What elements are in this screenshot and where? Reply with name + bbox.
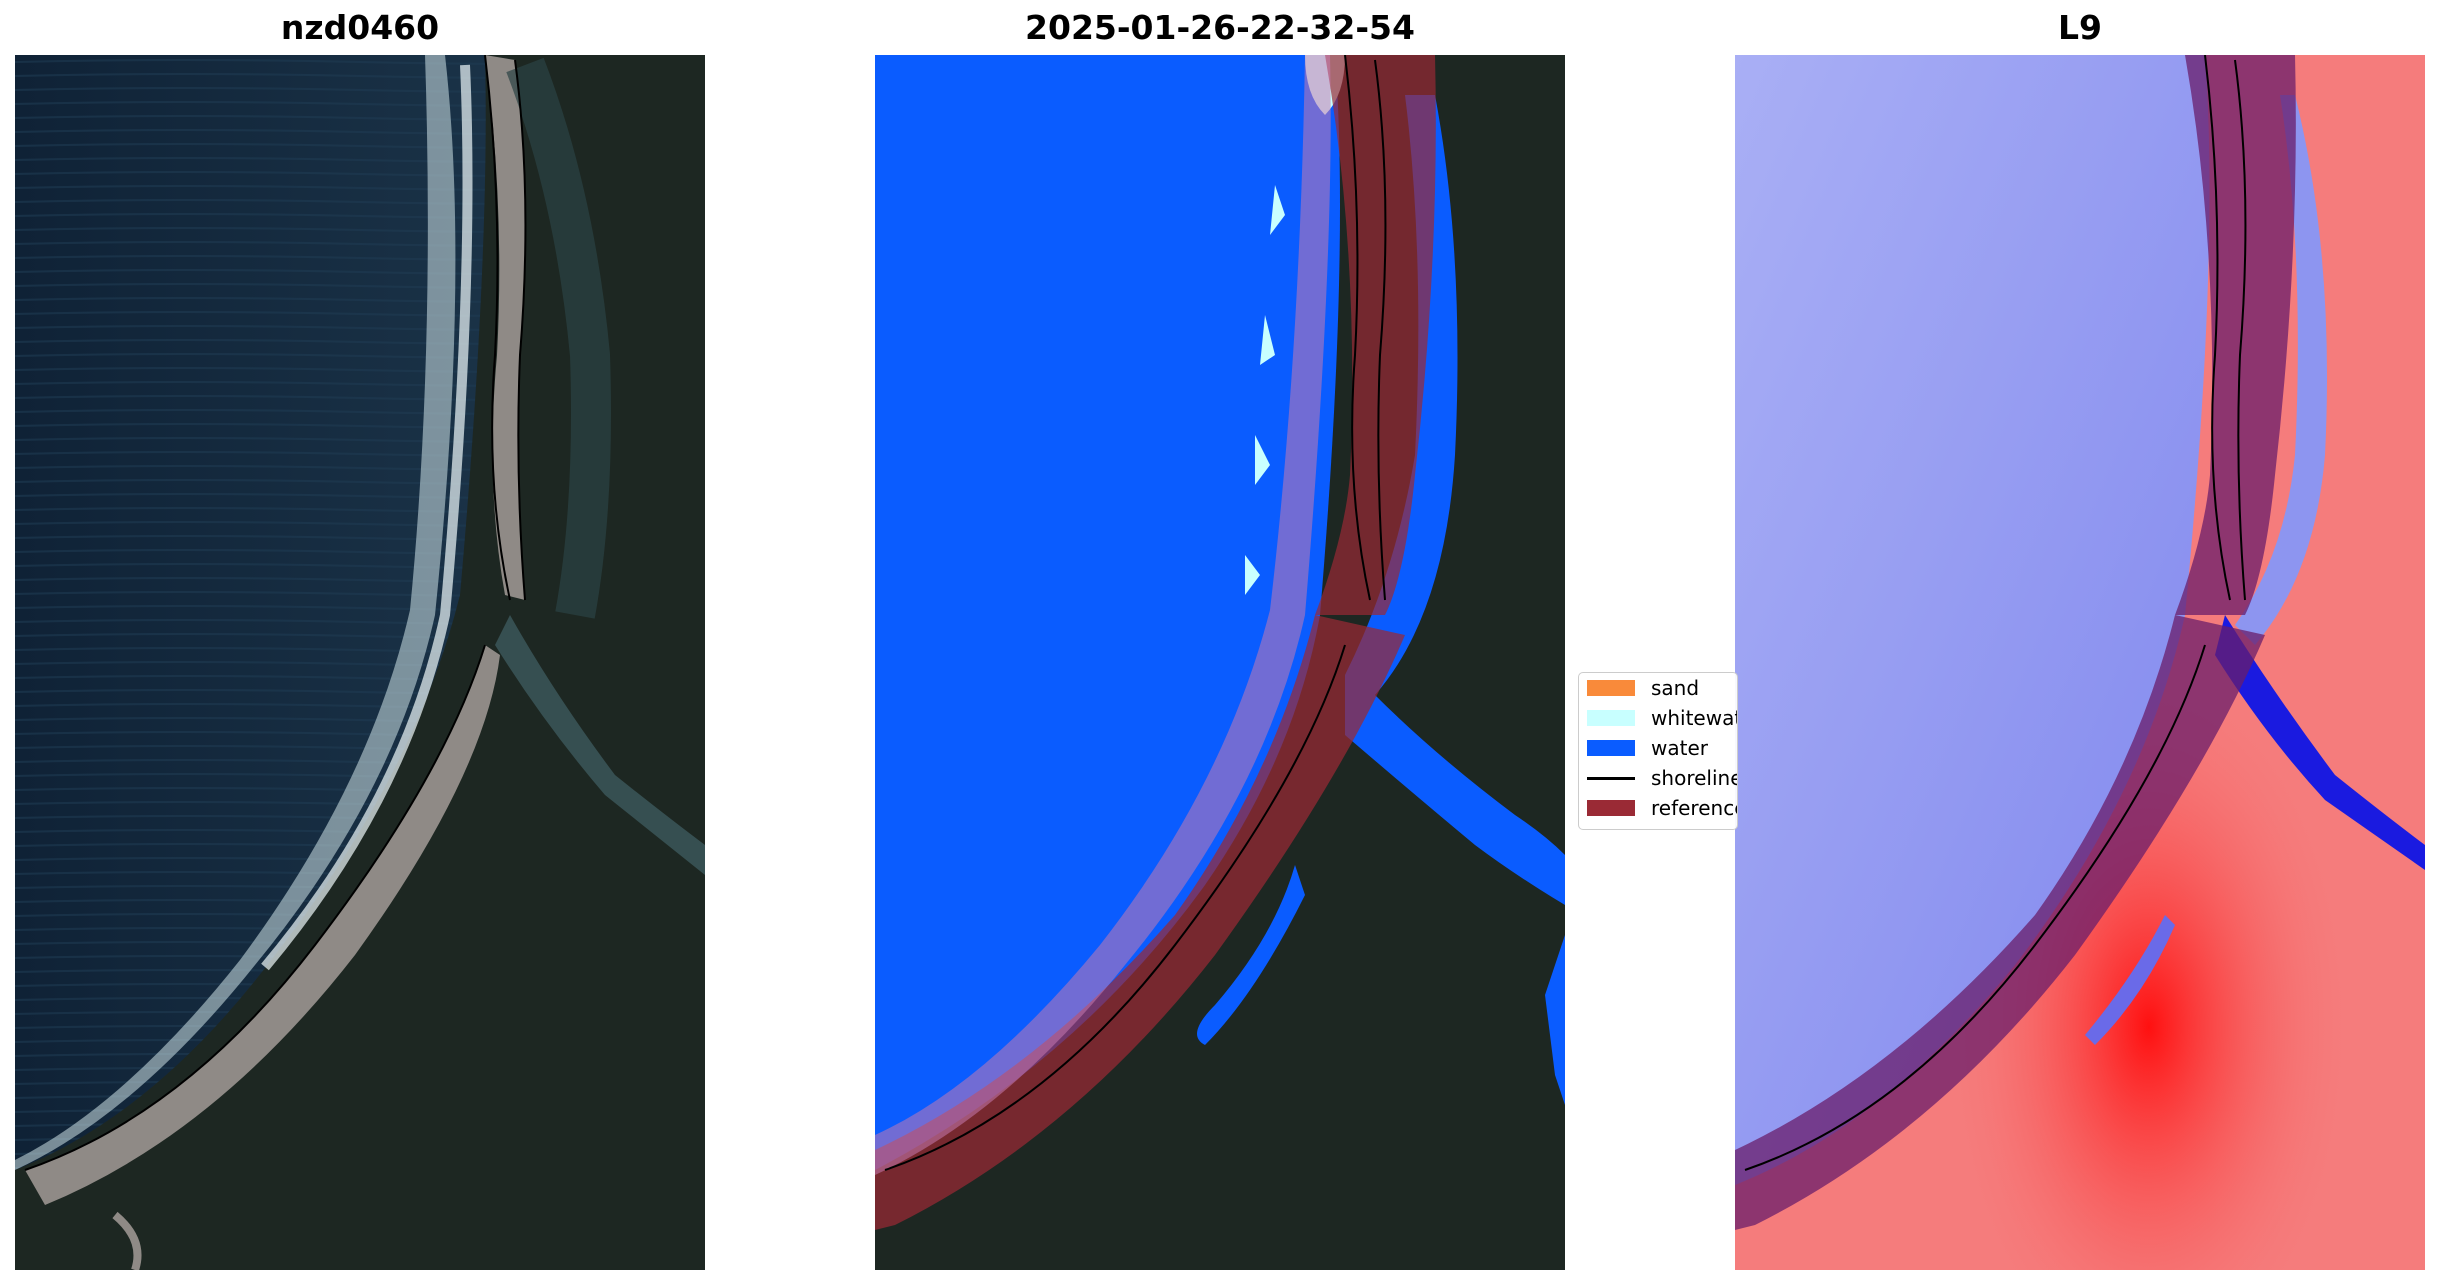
legend-label: whitewater	[1651, 706, 1737, 730]
legend-label: reference	[1651, 796, 1738, 820]
rgb-image-panel	[15, 55, 705, 1270]
shoreline	[884, 55, 1371, 1171]
shoreline	[1744, 55, 2231, 1171]
beach-sand-north	[485, 55, 526, 600]
shoreline	[24, 55, 511, 1171]
legend-label: shoreline	[1651, 766, 1738, 790]
legend-swatch-whitewater	[1587, 710, 1635, 726]
reference-buffer-south	[1735, 615, 2265, 1230]
panel-title-rgb: nzd0460	[280, 8, 440, 47]
legend-item-water: water	[1587, 735, 1708, 761]
panel-title-classification: 2025-01-26-22-32-54	[1025, 8, 1415, 47]
river-index	[2215, 615, 2425, 870]
water-class	[875, 55, 1340, 1170]
legend-label: sand	[1651, 676, 1700, 700]
index-map-panel	[1735, 55, 2425, 1270]
legend-item-whitewater: whitewater	[1587, 705, 1737, 731]
legend-label: water	[1651, 736, 1708, 760]
river-channel	[495, 615, 705, 875]
legend-item-sand: sand	[1587, 675, 1699, 701]
reference-buffer-north	[1315, 55, 1436, 615]
legend-swatch-sand	[1587, 680, 1635, 696]
water-index	[1735, 55, 2210, 1185]
panel-title-index: L9	[2058, 8, 2102, 47]
classification-panel	[875, 55, 1565, 1270]
legend-swatch-water	[1587, 740, 1635, 756]
reference-buffer-north	[2175, 55, 2296, 615]
legend: sand whitewater water shoreline referenc…	[1578, 672, 1738, 830]
legend-swatch-shoreline	[1587, 776, 1635, 780]
legend-swatch-reference	[1587, 800, 1635, 816]
legend-item-shoreline: shoreline	[1587, 765, 1738, 791]
legend-item-reference: reference	[1587, 795, 1738, 821]
